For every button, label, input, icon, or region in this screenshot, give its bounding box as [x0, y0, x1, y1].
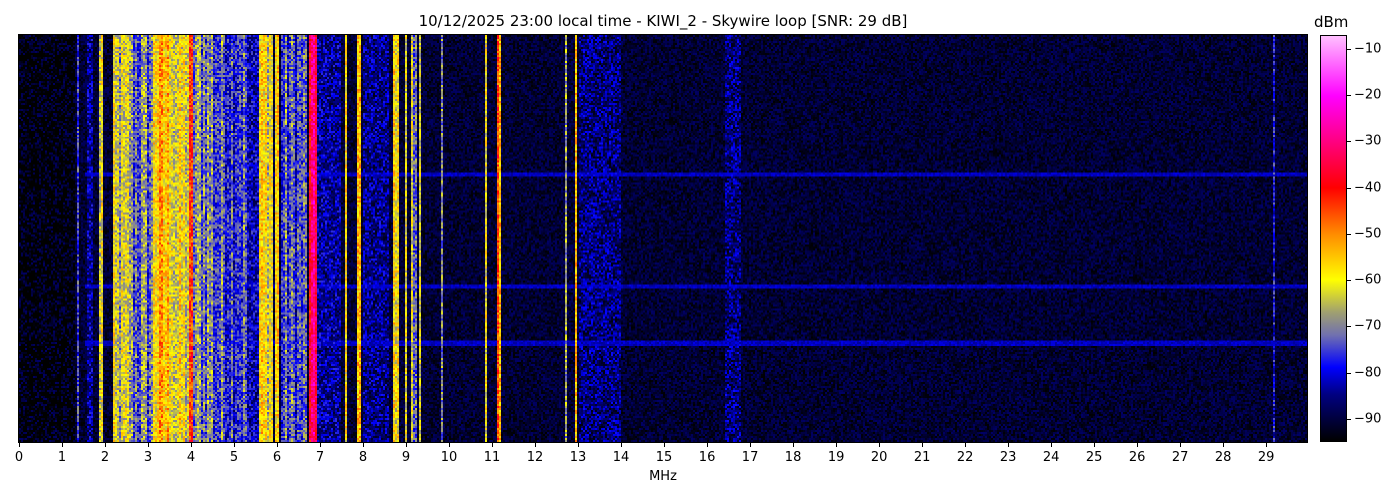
- x-tick: [190, 442, 192, 447]
- x-tick: [1179, 442, 1181, 447]
- x-tick: [749, 442, 751, 447]
- x-tick-label: 28: [1214, 450, 1232, 465]
- x-axis-label: MHz: [649, 469, 677, 484]
- x-tick-label: 2: [100, 450, 110, 465]
- x-tick: [104, 442, 106, 447]
- x-tick: [534, 442, 536, 447]
- x-tick-label: 25: [1085, 450, 1103, 465]
- x-tick-label: 19: [827, 450, 845, 465]
- x-tick: [878, 442, 880, 447]
- x-tick: [835, 442, 837, 447]
- x-tick: [792, 442, 794, 447]
- x-tick-label: 20: [870, 450, 888, 465]
- chart-title: 10/12/2025 23:00 local time - KIWI_2 - S…: [418, 12, 908, 30]
- x-tick: [405, 442, 407, 447]
- colorbar-tick-label: −70: [1354, 318, 1382, 334]
- colorbar-tick-label: −60: [1354, 272, 1382, 288]
- x-tick-label: 15: [655, 450, 673, 465]
- colorbar-tick-label: −90: [1354, 411, 1382, 427]
- x-tick: [1265, 442, 1267, 447]
- x-tick: [921, 442, 923, 447]
- x-tick-label: 29: [1257, 450, 1275, 465]
- x-tick-label: 27: [1171, 450, 1189, 465]
- x-tick-label: 17: [741, 450, 759, 465]
- x-tick: [491, 442, 493, 447]
- x-tick: [1007, 442, 1009, 447]
- colorbar-tick: [1347, 280, 1351, 282]
- colorbar-tick: [1347, 48, 1351, 50]
- x-tick-label: 26: [1128, 450, 1146, 465]
- x-tick-label: 13: [569, 450, 587, 465]
- x-tick-label: 6: [272, 450, 282, 465]
- colorbar-tick-label: −10: [1354, 41, 1382, 57]
- x-tick-label: 12: [526, 450, 544, 465]
- x-tick: [964, 442, 966, 447]
- colorbar-tick-label: −20: [1354, 87, 1382, 103]
- colorbar-tick: [1347, 141, 1351, 143]
- x-tick: [620, 442, 622, 447]
- x-tick-label: 8: [358, 450, 368, 465]
- x-tick: [663, 442, 665, 447]
- x-tick: [147, 442, 149, 447]
- x-tick: [448, 442, 450, 447]
- x-tick: [233, 442, 235, 447]
- plot-area: [19, 35, 1307, 442]
- x-tick: [362, 442, 364, 447]
- x-tick-label: 11: [483, 450, 501, 465]
- x-tick: [319, 442, 321, 447]
- colorbar-tick-label: −30: [1354, 133, 1382, 149]
- colorbar-tick-label: −40: [1354, 180, 1382, 196]
- colorbar-tick: [1347, 372, 1351, 374]
- x-tick: [1222, 442, 1224, 447]
- x-tick-label: 24: [1042, 450, 1060, 465]
- colorbar-tick-label: −50: [1354, 226, 1382, 242]
- x-tick: [1093, 442, 1095, 447]
- x-tick-label: 21: [913, 450, 931, 465]
- x-tick-label: 10: [440, 450, 458, 465]
- colorbar: [1320, 35, 1347, 442]
- x-tick-label: 3: [143, 450, 153, 465]
- colorbar-tick-label: −80: [1354, 365, 1382, 381]
- colorbar-tick: [1347, 187, 1351, 189]
- colorbar-tick: [1347, 418, 1351, 420]
- x-tick-label: 18: [784, 450, 802, 465]
- x-tick: [1050, 442, 1052, 447]
- x-tick: [61, 442, 63, 447]
- x-tick: [706, 442, 708, 447]
- x-tick-label: 22: [956, 450, 974, 465]
- x-tick: [1136, 442, 1138, 447]
- colorbar-label: dBm: [1314, 13, 1349, 31]
- x-tick-label: 4: [186, 450, 196, 465]
- x-tick-label: 1: [57, 450, 67, 465]
- x-tick: [18, 442, 20, 447]
- x-tick: [577, 442, 579, 447]
- x-tick-label: 9: [401, 450, 411, 465]
- x-tick-label: 0: [14, 450, 24, 465]
- x-tick-label: 16: [698, 450, 716, 465]
- x-tick-label: 7: [315, 450, 325, 465]
- x-tick-label: 14: [612, 450, 630, 465]
- x-tick-label: 23: [999, 450, 1017, 465]
- colorbar-tick: [1347, 233, 1351, 235]
- spectrogram-heatmap: [19, 35, 1307, 442]
- colorbar-tick: [1347, 326, 1351, 328]
- x-tick: [276, 442, 278, 447]
- colorbar-tick: [1347, 95, 1351, 97]
- x-tick-label: 5: [229, 450, 239, 465]
